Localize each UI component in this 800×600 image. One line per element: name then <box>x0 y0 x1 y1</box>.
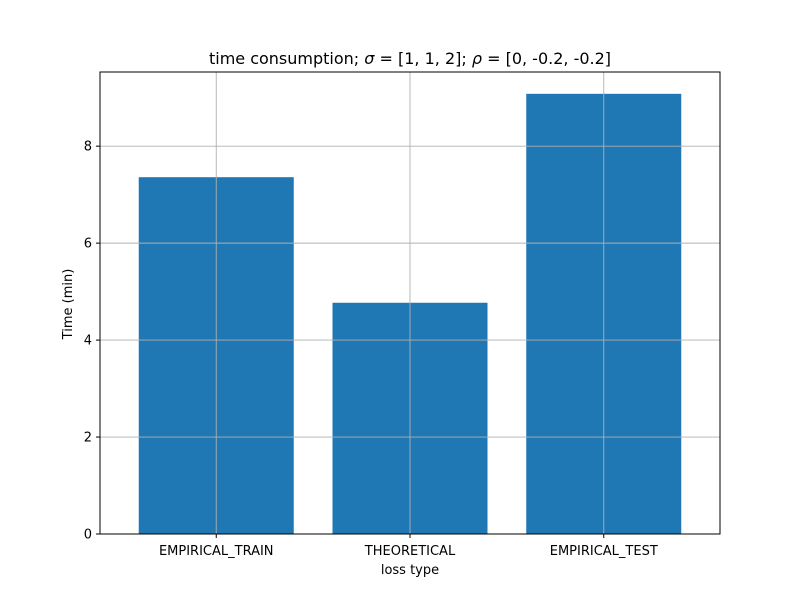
y-tick-label: 0 <box>84 528 92 543</box>
y-tick-label: 6 <box>84 237 92 252</box>
title-sigma-value: = [1, 1, 2]; <box>374 49 471 68</box>
title-sigma-symbol: σ <box>364 49 375 68</box>
y-tick-label: 8 <box>84 140 92 155</box>
x-tick-label: EMPIRICAL_TRAIN <box>159 544 274 559</box>
title-rho-value: = [0, -0.2, -0.2] <box>482 49 611 68</box>
title-rho-symbol: ρ <box>472 49 482 68</box>
y-tick-label: 4 <box>84 334 92 349</box>
x-axis-label: loss type <box>381 563 439 578</box>
x-tick-label: THEORETICAL <box>364 544 456 559</box>
chart-title: time consumption; σ = [1, 1, 2]; ρ = [0,… <box>209 49 611 68</box>
y-tick-label: 2 <box>84 431 92 446</box>
x-tick-label: EMPIRICAL_TEST <box>550 544 658 559</box>
plot-area: 0 2 4 6 8 EMPIRICAL_TRAIN THEORETICAL EMPIRICAL… <box>84 71 721 559</box>
y-axis-label: Time (min) <box>61 269 76 341</box>
title-prefix: time consumption; <box>209 49 364 68</box>
